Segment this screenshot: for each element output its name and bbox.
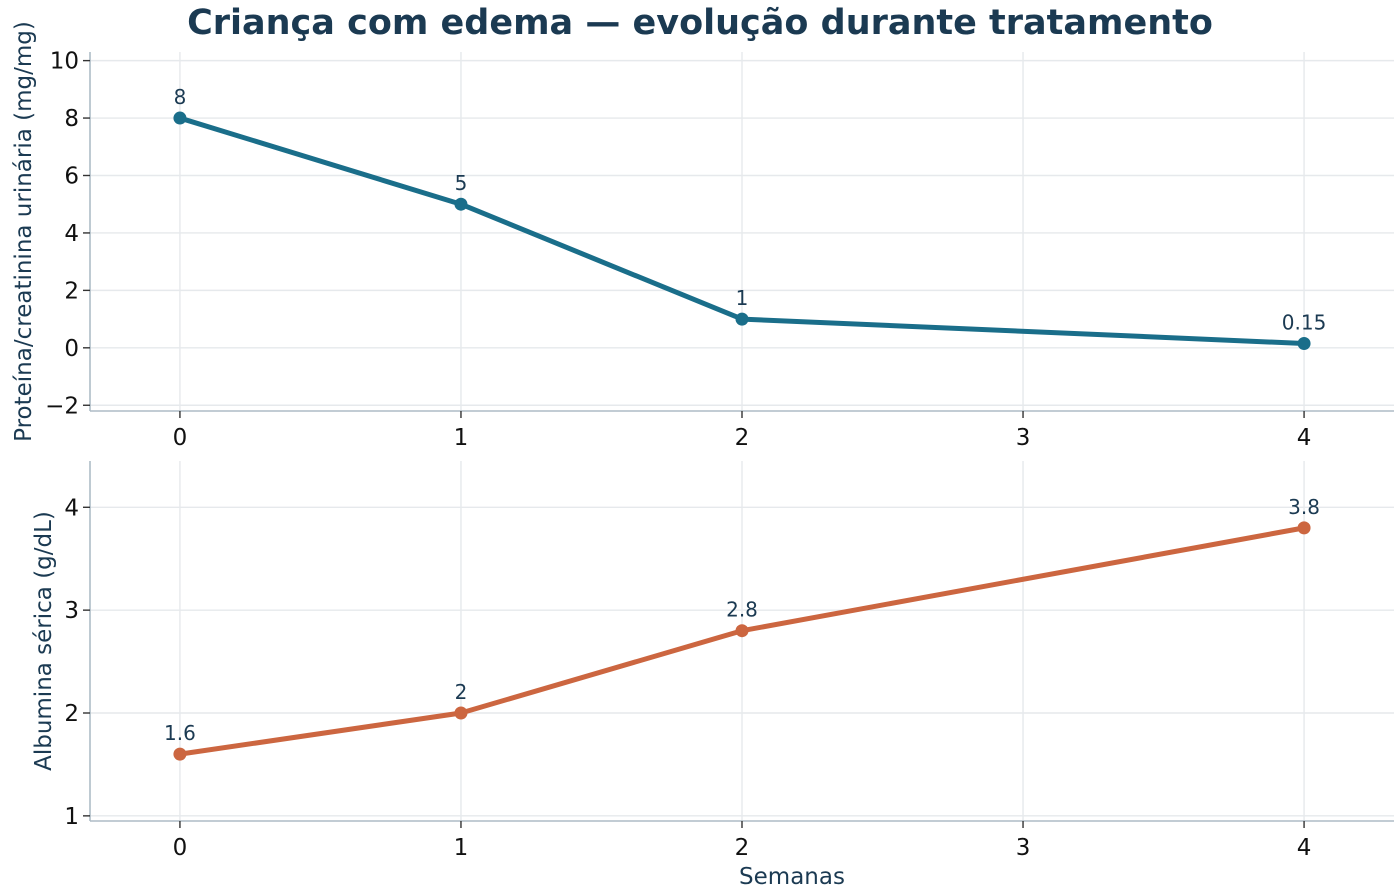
protein-creatinine-point-2 <box>735 312 749 326</box>
serum-albumin-xtick-label-0: 0 <box>173 835 188 861</box>
serum-albumin-point-2 <box>735 624 749 638</box>
serum-albumin-xlabel: Semanas <box>739 864 845 890</box>
serum-albumin-ytick-label-0: 1 <box>64 804 79 830</box>
protein-creatinine-point-3 <box>1297 337 1311 351</box>
protein-creatinine-point-1 <box>454 197 468 211</box>
serum-albumin-data-label-0: 1.6 <box>164 721 196 745</box>
protein-creatinine-xtick-label-0: 0 <box>173 425 188 451</box>
protein-creatinine-ytick-label-5: 8 <box>64 106 79 132</box>
protein-creatinine-xtick-label-2: 2 <box>735 425 750 451</box>
serum-albumin-ytick-label-1: 2 <box>64 701 79 727</box>
protein-creatinine-data-label-3: 0.15 <box>1282 311 1327 335</box>
protein-creatinine-series-line <box>177 115 1307 347</box>
protein-creatinine-ytick-label-1: 0 <box>64 336 79 362</box>
protein-creatinine-ylabel: Proteína/creatinina urinária (mg/mg) <box>11 21 37 442</box>
serum-albumin-point-0 <box>173 747 187 761</box>
protein-creatinine-data-label-2: 1 <box>736 286 749 310</box>
serum-albumin-data-label-3: 3.8 <box>1288 495 1320 519</box>
protein-creatinine-data-label-0: 8 <box>174 85 187 109</box>
serum-albumin-xtick-label-3: 3 <box>1016 835 1031 861</box>
serum-albumin-data-label-1: 2 <box>455 680 468 704</box>
protein-creatinine-ytick-label-6: 10 <box>50 49 79 75</box>
serum-albumin-series-line <box>177 525 1307 757</box>
serum-albumin-point-1 <box>454 706 468 720</box>
serum-albumin-point-3 <box>1297 521 1311 535</box>
serum-albumin-xtick-label-4: 4 <box>1297 835 1312 861</box>
protein-creatinine-ytick-label-3: 4 <box>64 221 79 247</box>
protein-creatinine-ytick-label-0: −2 <box>45 393 79 419</box>
protein-creatinine-xtick-label-1: 1 <box>454 425 469 451</box>
protein-creatinine-ytick-label-4: 6 <box>64 163 79 189</box>
protein-creatinine-xtick-label-4: 4 <box>1297 425 1312 451</box>
figure-title: Criança com edema — evolução durante tra… <box>187 3 1213 43</box>
panel-serum-albumin: 1 2 3 4 0 1 2 3 4 Albumina sérica (g/dL) Semanas 1.… <box>31 461 1394 890</box>
serum-albumin-ytick-label-3: 4 <box>64 495 79 521</box>
protein-creatinine-ytick-label-2: 2 <box>64 278 79 304</box>
protein-creatinine-xtick-label-3: 3 <box>1016 425 1031 451</box>
serum-albumin-xtick-label-2: 2 <box>735 835 750 861</box>
panel-protein-creatinine: −2 0 2 4 6 8 10 0 1 2 3 4 Proteína/creatinina urinár… <box>11 21 1394 451</box>
serum-albumin-data-label-2: 2.8 <box>726 598 758 622</box>
serum-albumin-ytick-label-2: 3 <box>64 598 79 624</box>
serum-albumin-ylabel: Albumina sérica (g/dL) <box>31 511 57 771</box>
protein-creatinine-point-0 <box>173 111 187 125</box>
protein-creatinine-data-label-1: 5 <box>455 171 468 195</box>
serum-albumin-xtick-label-1: 1 <box>454 835 469 861</box>
